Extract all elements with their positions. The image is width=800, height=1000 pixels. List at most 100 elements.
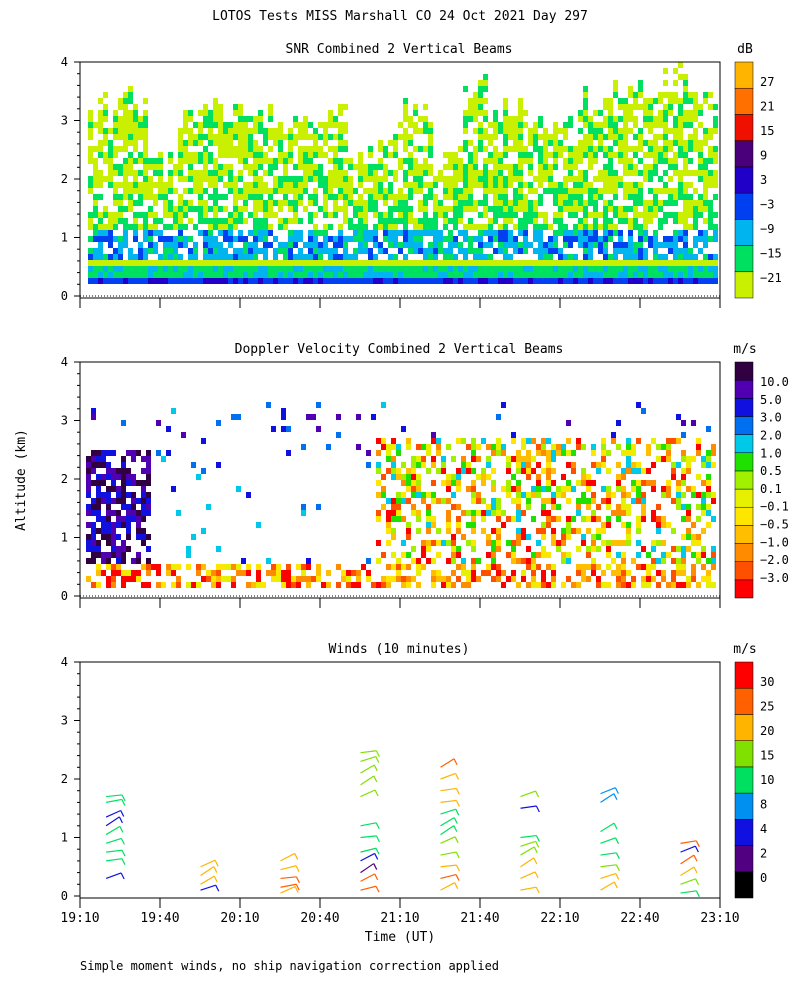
snr-cell (303, 134, 308, 140)
snr-cell (243, 272, 248, 278)
doppler-cell (666, 450, 671, 456)
snr-cell (408, 164, 413, 170)
colorbar-label: 15 (760, 124, 774, 138)
snr-cell (618, 242, 623, 248)
snr-cell (308, 266, 313, 272)
snr-cell (468, 116, 473, 122)
doppler-cell (161, 456, 166, 462)
doppler-cell (681, 564, 686, 570)
doppler-cell (631, 498, 636, 504)
snr-cell (168, 266, 173, 272)
snr-cell (648, 140, 653, 146)
snr-cell (538, 134, 543, 140)
snr-cell (453, 278, 458, 284)
snr-cell (98, 266, 103, 272)
snr-cell (483, 146, 488, 152)
snr-cell (658, 152, 663, 158)
doppler-cell (626, 528, 631, 534)
snr-cell (703, 92, 708, 98)
snr-cell (178, 128, 183, 134)
snr-cell (278, 248, 283, 254)
snr-cell (448, 176, 453, 182)
snr-cell (128, 116, 133, 122)
colorbar-swatch (734, 398, 754, 417)
snr-cell (388, 254, 393, 260)
doppler-cell (106, 564, 111, 570)
snr-cell (638, 272, 643, 278)
snr-cell (688, 98, 693, 104)
doppler-cell (121, 558, 126, 564)
snr-cell (408, 170, 413, 176)
doppler-cell (106, 540, 111, 546)
doppler-cell (391, 468, 396, 474)
snr-cell (478, 182, 483, 188)
snr-cell (683, 254, 688, 260)
snr-cell (388, 266, 393, 272)
snr-cell (608, 230, 613, 236)
snr-cell (393, 146, 398, 152)
wind-barb (520, 834, 537, 839)
doppler-cell (576, 546, 581, 552)
wind-barb (600, 787, 616, 795)
snr-cell (568, 158, 573, 164)
snr-cell (683, 116, 688, 122)
doppler-cell (91, 414, 96, 420)
snr-cell (98, 218, 103, 224)
snr-cell (488, 206, 493, 212)
snr-cell (113, 116, 118, 122)
snr-cell (528, 218, 533, 224)
snr-cell (148, 266, 153, 272)
snr-cell (623, 248, 628, 254)
snr-cell (558, 140, 563, 146)
snr-cell (338, 230, 343, 236)
snr-cell (393, 224, 398, 230)
snr-cell (498, 278, 503, 284)
snr-cell (463, 146, 468, 152)
doppler-colorbar-unit: m/s (733, 342, 756, 357)
snr-cell (543, 242, 548, 248)
wind-barb-flag (375, 750, 380, 757)
snr-cell (578, 182, 583, 188)
snr-cell (453, 242, 458, 248)
snr-cell (188, 206, 193, 212)
snr-cell (258, 200, 263, 206)
doppler-cell (506, 462, 511, 468)
snr-cell (468, 98, 473, 104)
snr-cell (238, 236, 243, 242)
snr-cell (258, 110, 263, 116)
doppler-cell (561, 528, 566, 534)
snr-cell (178, 242, 183, 248)
snr-cell (103, 116, 108, 122)
doppler-cell (676, 546, 681, 552)
snr-cell (198, 188, 203, 194)
snr-cell (138, 254, 143, 260)
snr-cell (348, 278, 353, 284)
snr-cell (478, 122, 483, 128)
snr-cell (588, 182, 593, 188)
doppler-cell (106, 462, 111, 468)
snr-cell (693, 116, 698, 122)
snr-cell (528, 260, 533, 266)
doppler-cell (91, 504, 96, 510)
doppler-cell (96, 450, 101, 456)
snr-cell (228, 122, 233, 128)
snr-cell (588, 248, 593, 254)
snr-cell (628, 278, 633, 284)
doppler-cell (496, 414, 501, 420)
snr-cell (613, 80, 618, 86)
snr-cell (703, 236, 708, 242)
snr-cell (678, 116, 683, 122)
snr-cell (498, 158, 503, 164)
snr-cell (593, 134, 598, 140)
doppler-cell (606, 564, 611, 570)
snr-cell (673, 278, 678, 284)
snr-cell (233, 248, 238, 254)
y-tick-label: 0 (61, 289, 68, 303)
doppler-cell (486, 540, 491, 546)
snr-cell (458, 248, 463, 254)
doppler-cell (636, 462, 641, 468)
doppler-cell (386, 576, 391, 582)
doppler-cell (161, 582, 166, 588)
doppler-cell (111, 540, 116, 546)
snr-cell (668, 278, 673, 284)
